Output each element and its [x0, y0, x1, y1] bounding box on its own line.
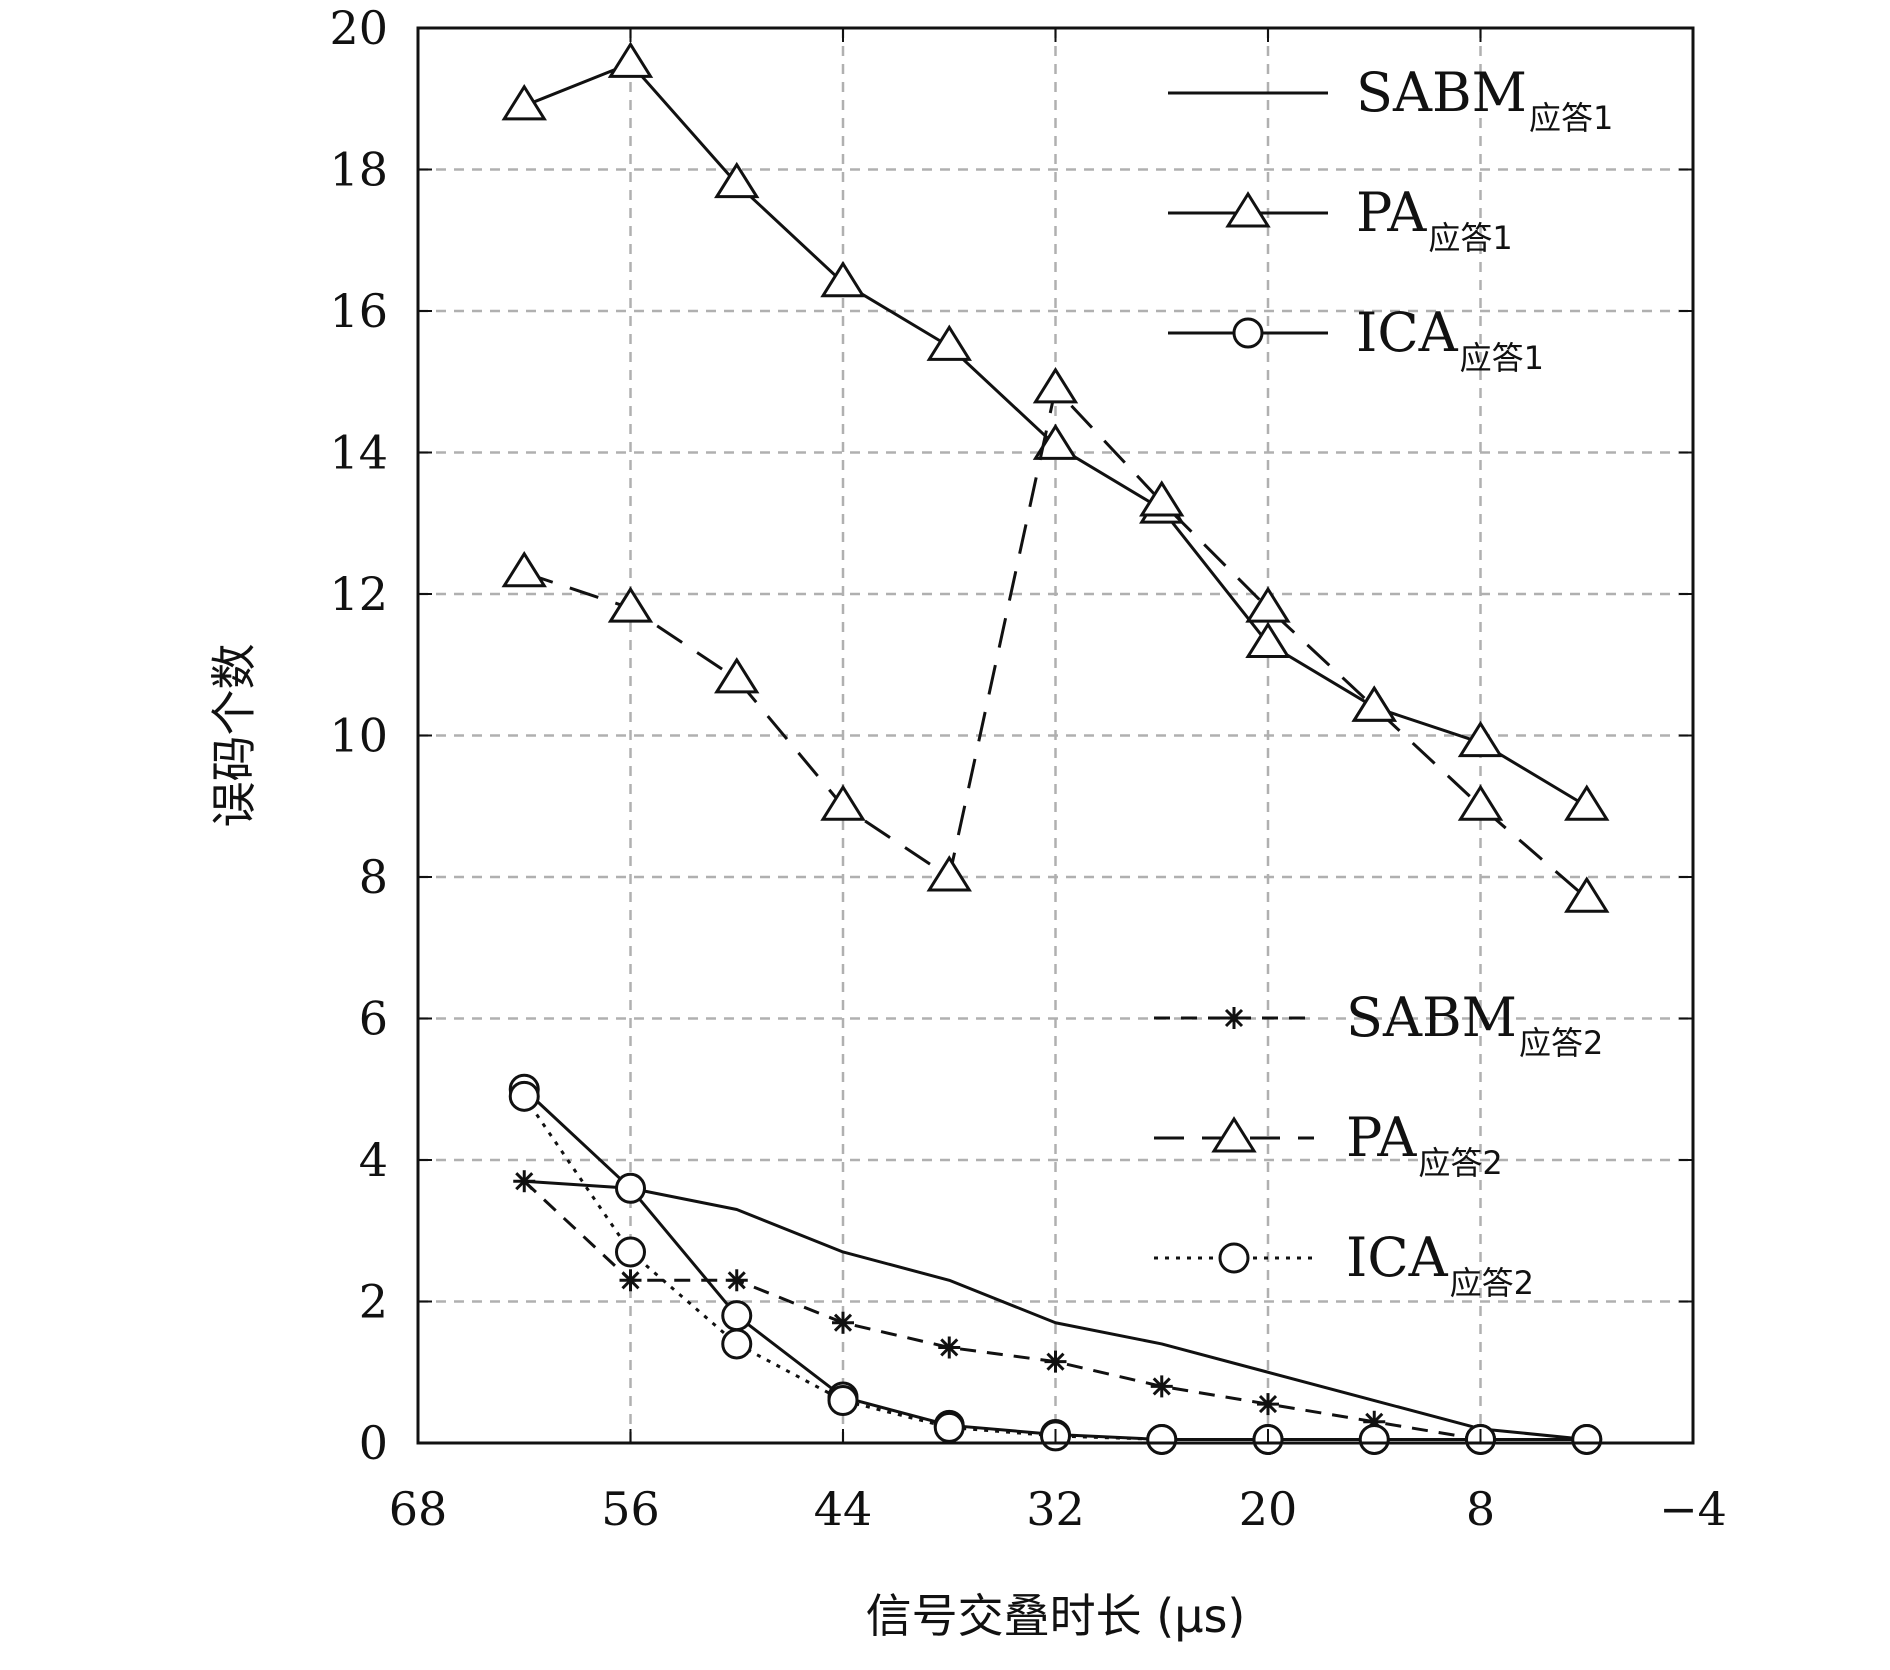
legend-entry: PA应答2 [1154, 1106, 1503, 1182]
circle-marker [1146, 1423, 1178, 1455]
circle-marker [1218, 1242, 1250, 1274]
star-marker [1257, 1393, 1279, 1416]
series-pa-2 [501, 366, 1610, 913]
circle-marker [615, 1236, 646, 1268]
circle-marker [1232, 317, 1264, 349]
triangle-marker [1245, 621, 1291, 659]
circle-marker [721, 1300, 753, 1332]
triangle-marker [714, 657, 760, 694]
triangle-marker [714, 161, 760, 199]
y-tick-label: 0 [359, 1416, 388, 1470]
star-marker [832, 1311, 854, 1334]
legend-label: ICA应答2 [1346, 1226, 1534, 1302]
legend: SABM应答1 PA应答1 ICA应答1 SABM应答2 PA应答2 ICA应答2 [1154, 61, 1613, 1302]
x-tick-label: 32 [1026, 1482, 1085, 1536]
series-line [524, 1179, 1587, 1441]
legend-label: SABM应答1 [1356, 61, 1613, 137]
triangle-marker [926, 324, 972, 361]
circle-marker [1358, 1423, 1390, 1455]
circle-marker [508, 1080, 540, 1112]
legend-entry: SABM应答2 [1154, 986, 1603, 1062]
star-marker [725, 1269, 748, 1292]
circle-marker [827, 1385, 859, 1417]
triangle-marker [1139, 480, 1185, 517]
y-tick-label: 16 [329, 284, 388, 338]
series-sabm-2 [513, 1170, 1598, 1451]
triangle-marker [1032, 423, 1079, 460]
x-tick-label: −4 [1659, 1482, 1727, 1536]
triangle-marker [501, 550, 547, 588]
legend-entry: PA应答1 [1168, 181, 1513, 257]
star-marker [1223, 1007, 1245, 1029]
legend-label: PA应答1 [1356, 181, 1513, 257]
x-tick-label: 44 [814, 1482, 873, 1536]
triangle-marker [1457, 784, 1504, 821]
star-marker [1044, 1350, 1067, 1373]
legend-label: PA应答2 [1346, 1106, 1503, 1182]
triangle-marker [1564, 784, 1610, 821]
circle-marker [1571, 1423, 1603, 1455]
triangle-marker [1457, 720, 1504, 758]
y-tick-label: 14 [329, 426, 388, 480]
legend-entry: SABM应答1 [1168, 61, 1613, 137]
triangle-marker [1032, 366, 1079, 404]
y-tick-label: 4 [359, 1133, 388, 1187]
triangle-marker [1245, 586, 1291, 623]
star-marker [1150, 1375, 1173, 1398]
circle-marker [933, 1411, 965, 1443]
y-tick-label: 2 [359, 1275, 388, 1329]
triangle-marker [607, 586, 654, 623]
x-tick-label: 8 [1466, 1482, 1495, 1536]
y-tick-label: 12 [329, 567, 388, 621]
legend-label: SABM应答2 [1346, 986, 1603, 1062]
star-marker [513, 1170, 536, 1193]
circle-marker [615, 1172, 646, 1204]
triangle-marker [820, 260, 866, 298]
y-tick-label: 18 [329, 143, 388, 197]
x-tick-label: 68 [389, 1482, 448, 1536]
x-axis-title: 信号交叠时长 (μs) [866, 1589, 1246, 1643]
y-axis-title: 误码个数 [207, 644, 261, 828]
star-marker [619, 1269, 642, 1292]
y-tick-label: 6 [359, 992, 388, 1046]
series-ica-2 [508, 1080, 1603, 1455]
legend-entry: ICA应答1 [1168, 301, 1544, 377]
star-marker [938, 1336, 961, 1359]
triangle-marker [1564, 876, 1610, 913]
triangle-marker [501, 83, 547, 121]
triangle-marker [820, 784, 866, 821]
triangle-marker [607, 41, 654, 78]
y-tick-label: 8 [359, 850, 388, 904]
circle-marker [721, 1328, 753, 1360]
triangle-marker [1211, 1116, 1257, 1153]
x-tick-label: 56 [601, 1482, 660, 1536]
x-tick-label: 20 [1239, 1482, 1298, 1536]
triangle-marker [926, 855, 972, 892]
legend-entry: ICA应答2 [1154, 1226, 1534, 1302]
triangle-marker [1351, 685, 1397, 722]
legend-label: ICA应答1 [1356, 301, 1544, 377]
series-sabm-1 [524, 1179, 1587, 1441]
y-tick-label: 20 [329, 1, 388, 55]
triangle-marker [1225, 191, 1271, 228]
y-tick-label: 10 [329, 709, 388, 763]
